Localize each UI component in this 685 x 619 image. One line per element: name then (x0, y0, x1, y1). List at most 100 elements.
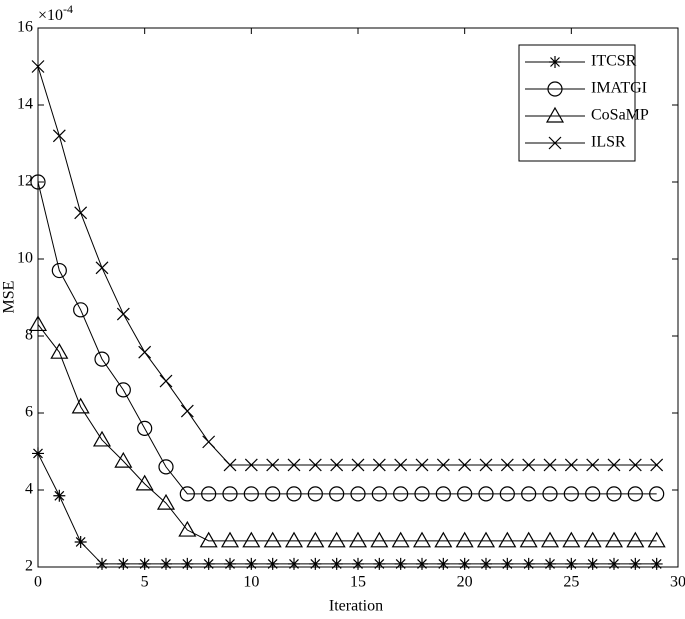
marker (352, 557, 364, 570)
marker (266, 458, 280, 472)
marker (31, 60, 45, 73)
marker (265, 486, 281, 502)
marker (545, 106, 565, 123)
marker (96, 557, 108, 570)
marker (222, 486, 238, 502)
marker (309, 557, 322, 570)
y-tick-label: 8 (25, 327, 33, 344)
y-tick-label: 6 (25, 404, 33, 421)
y-axis-label: MSE (1, 281, 18, 314)
marker (244, 458, 258, 472)
marker (626, 531, 645, 548)
series-line (37, 181, 657, 495)
marker (586, 458, 600, 472)
marker (414, 486, 430, 502)
marker (71, 397, 90, 414)
marker (650, 458, 664, 472)
marker (371, 486, 387, 502)
marker (245, 557, 258, 570)
marker (74, 206, 88, 220)
marker (629, 557, 642, 570)
marker (628, 458, 642, 472)
marker (370, 531, 389, 548)
marker (437, 557, 450, 570)
marker (372, 458, 386, 472)
marker (50, 342, 69, 359)
y-tick-label: 14 (17, 96, 33, 113)
marker (73, 302, 89, 318)
marker (114, 451, 133, 468)
marker (412, 531, 432, 548)
marker (179, 486, 195, 502)
legend-box (518, 44, 636, 162)
x-tick-label: 10 (243, 574, 259, 591)
marker (565, 557, 578, 570)
marker (547, 81, 563, 97)
legend-label: CoSaMP (591, 107, 649, 124)
marker (373, 557, 386, 570)
legend: ITCSR IMATGI CoSaMP ILSR (518, 44, 649, 162)
marker (522, 458, 536, 472)
marker (650, 557, 663, 570)
marker (457, 486, 473, 502)
marker (498, 531, 517, 548)
marker (74, 535, 87, 548)
x-tick-label: 25 (563, 574, 579, 591)
series-line (37, 66, 657, 466)
marker (329, 486, 345, 502)
marker (351, 458, 365, 472)
marker (627, 486, 643, 502)
marker (287, 458, 301, 472)
marker (394, 557, 407, 570)
marker (263, 531, 282, 548)
marker (549, 56, 561, 68)
marker (137, 420, 153, 436)
marker (563, 486, 579, 502)
marker (434, 531, 453, 548)
marker (180, 404, 194, 418)
legend-label: ILSR (591, 134, 626, 151)
marker (201, 486, 217, 502)
marker (51, 262, 67, 279)
marker (135, 474, 154, 491)
marker (94, 351, 110, 367)
marker (286, 486, 302, 502)
marker (608, 557, 620, 570)
marker (266, 557, 279, 570)
marker (458, 557, 471, 570)
marker (562, 531, 581, 548)
marker (243, 486, 259, 502)
marker (307, 486, 323, 502)
marker (435, 486, 451, 502)
marker (117, 557, 130, 570)
marker (604, 531, 624, 548)
marker (394, 458, 408, 472)
marker (585, 486, 601, 502)
marker (478, 486, 494, 502)
marker (544, 557, 556, 570)
marker (521, 486, 537, 502)
marker (202, 435, 216, 449)
marker (586, 557, 599, 570)
x-tick-label: 0 (34, 574, 42, 591)
marker (583, 531, 602, 548)
marker (540, 531, 560, 548)
marker (564, 458, 578, 472)
marker (158, 459, 174, 475)
marker (519, 531, 538, 548)
marker (28, 315, 48, 332)
x-tick-label: 30 (670, 574, 685, 591)
marker (284, 531, 304, 548)
y-scale-base: ×10 (38, 7, 63, 24)
marker (330, 557, 343, 570)
marker (348, 531, 368, 548)
marker (224, 557, 236, 570)
y-scale: ×10-4 (38, 2, 73, 24)
y-tick-label: 12 (17, 173, 33, 190)
marker (647, 531, 666, 548)
x-tick-label: 15 (350, 574, 366, 591)
marker (607, 458, 621, 472)
marker (156, 493, 176, 510)
legend-label: IMATGI (591, 80, 647, 97)
